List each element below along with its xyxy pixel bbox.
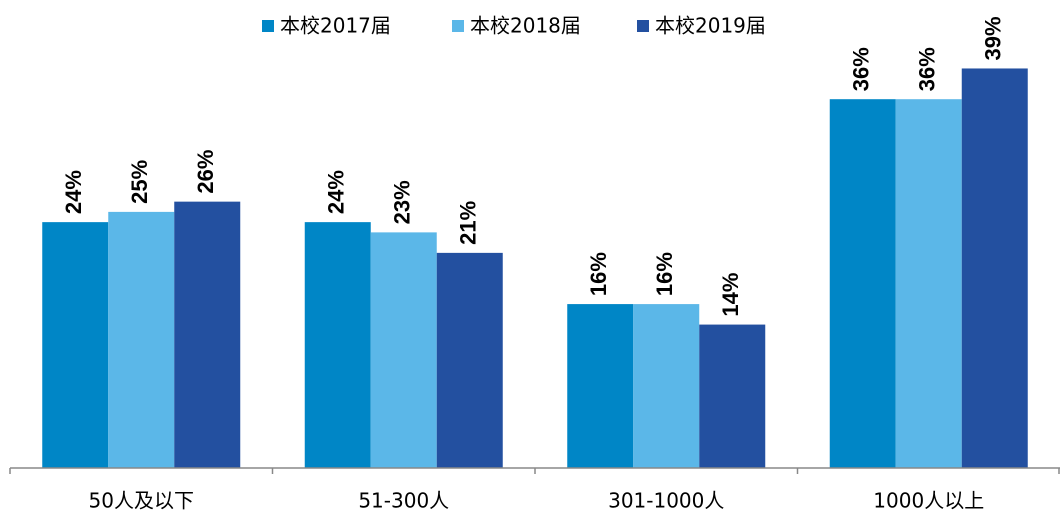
data-label: 25% — [127, 160, 152, 204]
bar — [961, 68, 1028, 468]
data-label: 21% — [456, 201, 481, 245]
bar — [633, 304, 700, 468]
data-label: 39% — [981, 16, 1006, 60]
bar — [108, 211, 175, 468]
legend-swatch — [637, 20, 649, 32]
bar — [174, 201, 241, 468]
legend-label: 本校2019届 — [655, 14, 766, 38]
data-label: 14% — [718, 273, 743, 317]
data-label: 24% — [61, 170, 86, 214]
data-label: 36% — [915, 47, 940, 91]
data-label: 26% — [193, 150, 218, 194]
bar — [699, 324, 766, 468]
bar — [42, 222, 109, 468]
legend-label: 本校2018届 — [470, 14, 581, 38]
bar — [567, 304, 634, 468]
x-tick-label: 50人及以下 — [89, 489, 194, 513]
data-label: 16% — [586, 252, 611, 296]
data-label: 24% — [324, 170, 349, 214]
bar — [829, 99, 896, 468]
x-tick-label: 301-1000人 — [608, 489, 724, 513]
legend-label: 本校2017届 — [280, 14, 391, 38]
legend-swatch — [452, 20, 464, 32]
legend-swatch — [262, 20, 274, 32]
bar — [436, 252, 503, 468]
bar — [895, 99, 962, 468]
x-tick-label: 51-300人 — [358, 489, 449, 513]
bar — [304, 222, 371, 468]
x-tick-label: 1000人以上 — [873, 489, 984, 513]
bar — [370, 232, 437, 468]
data-label: 23% — [390, 180, 415, 224]
data-label: 36% — [849, 47, 874, 91]
data-label: 16% — [652, 252, 677, 296]
